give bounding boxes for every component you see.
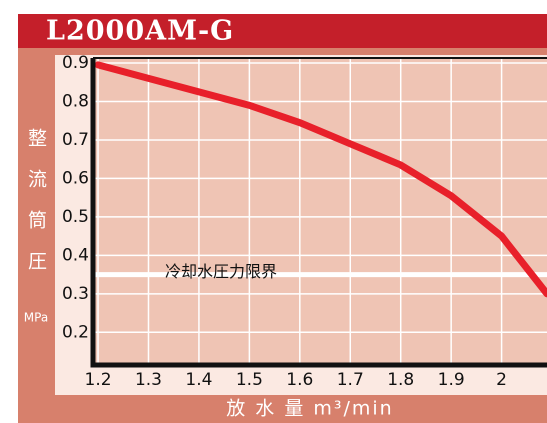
y-tick-label: 0.8 bbox=[62, 91, 89, 111]
y-tick-label: 0.4 bbox=[62, 245, 89, 265]
x-tick-label: 1.8 bbox=[387, 370, 414, 390]
y-axis-unit: MPa bbox=[24, 311, 48, 325]
y-axis-label: 整流筒圧 bbox=[25, 128, 47, 292]
plot-area bbox=[93, 58, 547, 365]
y-tick-label: 0.6 bbox=[62, 168, 89, 188]
x-tick-label: 1.4 bbox=[185, 370, 212, 390]
x-tick-label: 1.6 bbox=[286, 370, 313, 390]
annotation: 冷却水圧力限界 bbox=[165, 262, 277, 281]
y-tick-label: 0.7 bbox=[62, 130, 89, 150]
x-tick-label: 1.3 bbox=[135, 370, 162, 390]
axis bbox=[90, 58, 547, 368]
y-tick-label: 0.3 bbox=[62, 284, 89, 304]
data-line bbox=[94, 61, 547, 298]
x-tick-label: 1.7 bbox=[337, 370, 364, 390]
y-tick-label: 0.5 bbox=[62, 207, 89, 227]
x-tick-label: 1.2 bbox=[85, 370, 112, 390]
x-tick-label: 2 bbox=[496, 370, 507, 390]
chart-title: L2000AM-G bbox=[46, 16, 234, 47]
y-tick-label: 0.2 bbox=[62, 322, 89, 342]
title-bar bbox=[18, 14, 547, 48]
x-tick-label: 1.9 bbox=[438, 370, 465, 390]
x-tick-label: 1.5 bbox=[236, 370, 263, 390]
y-tick-label: 0.9 bbox=[62, 53, 89, 73]
x-axis-label: 放 水 量 m³/min bbox=[226, 398, 393, 420]
